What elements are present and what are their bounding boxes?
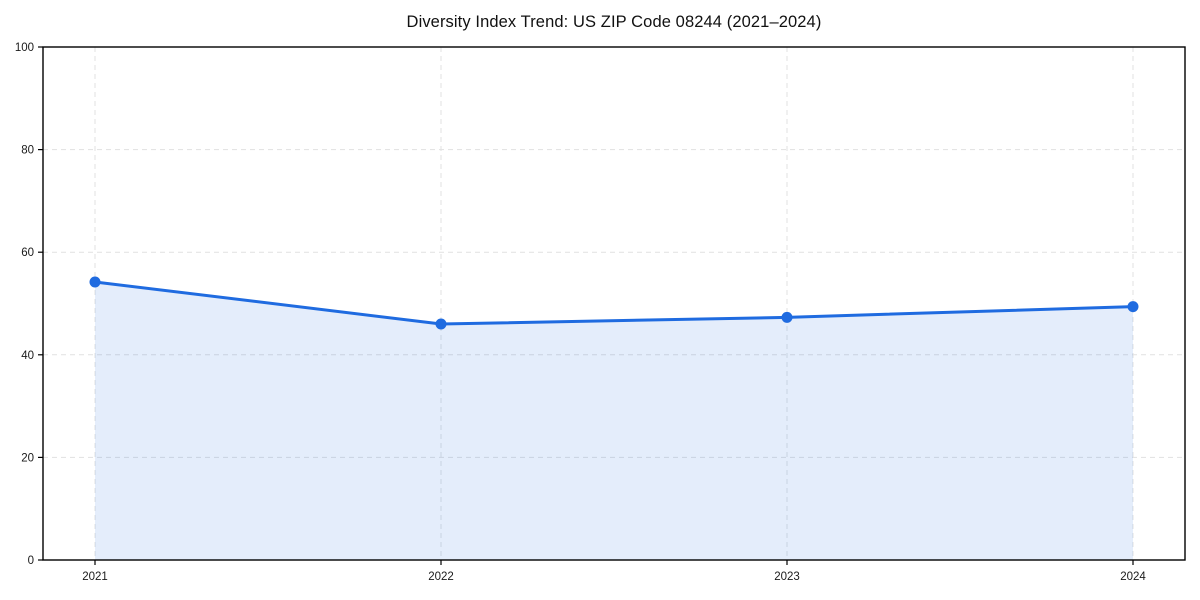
trend-line [93, 280, 1135, 326]
data-point-2023 [781, 311, 793, 323]
chart-title: Diversity Index Trend: US ZIP Code 08244… [406, 13, 822, 31]
data-point-2024 [1127, 301, 1139, 313]
y-tick-label: 100 [15, 42, 34, 54]
x-tick-label: 2021 [82, 571, 108, 583]
data-point-2022 [435, 318, 447, 330]
x-tick-label: 2023 [774, 571, 800, 583]
x-tick-label: 2022 [428, 571, 454, 583]
y-tick-label: 60 [21, 247, 34, 259]
x-tick-label: 2024 [1120, 571, 1146, 583]
y-tick-label: 20 [21, 452, 34, 464]
y-tick-label: 40 [21, 350, 34, 362]
y-tick-label: 0 [28, 555, 34, 567]
y-tick-label: 80 [21, 145, 34, 157]
data-point-2021 [89, 276, 101, 288]
area-fill [95, 281, 1133, 560]
plot-border [42, 46, 1186, 561]
